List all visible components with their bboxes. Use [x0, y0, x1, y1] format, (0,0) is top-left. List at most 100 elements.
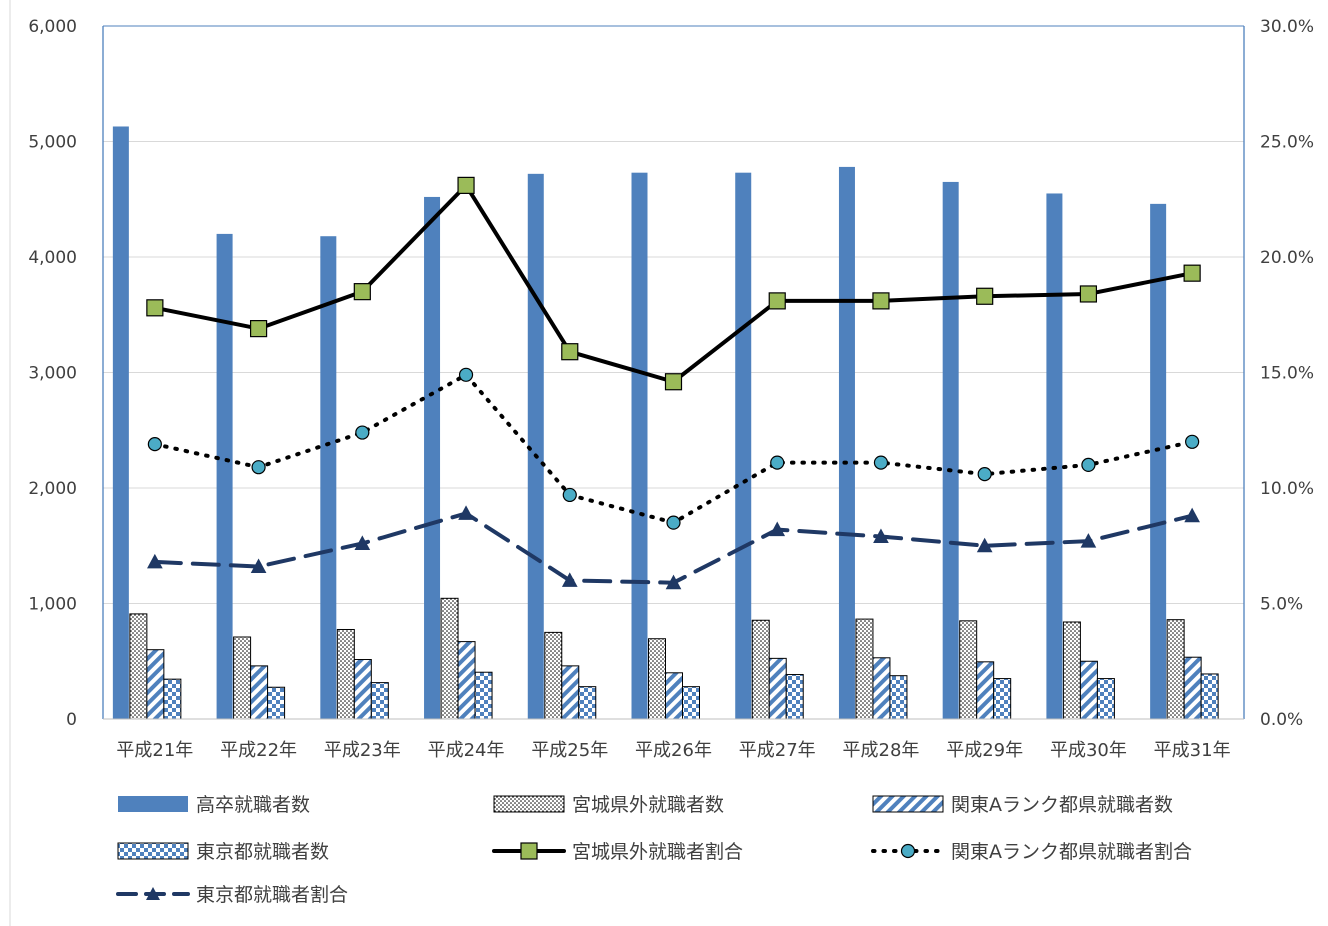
marker-triangle — [976, 537, 993, 553]
y-right-tick-label: 10.0% — [1260, 479, 1314, 499]
x-tick-label: 平成26年 — [635, 740, 712, 761]
bar-1 — [527, 173, 544, 720]
marker-circle — [977, 467, 992, 482]
legend-marker-circle — [900, 843, 916, 859]
marker-square — [1183, 264, 1201, 282]
bar-3 — [1183, 656, 1202, 720]
bars — [112, 126, 1219, 720]
y-left-tick-label: 3,000 — [28, 364, 77, 384]
bar-2 — [336, 628, 355, 720]
x-tick-label: 平成29年 — [946, 740, 1023, 761]
bar-4 — [889, 675, 908, 720]
bar-2 — [1062, 621, 1081, 720]
bar-4 — [474, 671, 493, 720]
legend-label: 関東Aランク都県就職者割合 — [951, 841, 1192, 863]
bar-3 — [872, 657, 891, 720]
x-tick-label: 平成27年 — [739, 740, 816, 761]
marker-circle — [770, 455, 785, 470]
marker-triangle — [873, 528, 889, 544]
bar-4 — [370, 682, 389, 720]
bar-3 — [353, 659, 372, 720]
marker-circle — [1185, 434, 1200, 449]
bar-2 — [648, 638, 666, 720]
marker-triangle — [354, 535, 371, 550]
marker-circle — [355, 425, 370, 440]
marker-triangle — [665, 574, 682, 590]
bar-2 — [751, 619, 770, 720]
x-tick-label: 平成30年 — [1050, 740, 1127, 761]
bar-4 — [163, 678, 182, 720]
bar-2 — [129, 613, 148, 720]
y-right-tick-label: 0.0% — [1260, 710, 1303, 730]
y-right-tick-label: 15.0% — [1260, 364, 1314, 384]
bar-1 — [216, 233, 233, 719]
lines — [146, 176, 1201, 590]
bar-4 — [1200, 673, 1219, 720]
legend-marker-square — [520, 842, 538, 860]
bar-1 — [320, 236, 337, 719]
marker-circle — [147, 437, 162, 452]
bar-4 — [267, 686, 286, 720]
bar-3 — [250, 665, 269, 720]
marker-triangle — [561, 572, 578, 587]
bar-4 — [993, 678, 1012, 720]
y-left-tick-label: 1,000 — [28, 595, 77, 615]
bar-1 — [424, 196, 441, 719]
bar-3 — [768, 657, 787, 720]
axes: 0 1,000 2,000 3,000 4,000 5,000 6,000 0.0% 5.0% 1… — [28, 17, 1314, 761]
marker-circle — [666, 515, 681, 530]
marker-circle — [458, 367, 474, 382]
bar-1 — [735, 172, 752, 719]
bar-1 — [112, 126, 129, 720]
marker-square — [457, 176, 475, 194]
marker-square — [561, 343, 579, 361]
x-tick-label: 平成21年 — [116, 740, 193, 761]
marker-square — [353, 283, 371, 301]
marker-triangle — [250, 558, 267, 574]
marker-triangle — [1184, 507, 1200, 523]
x-tick-label: 平成28年 — [843, 740, 920, 761]
legend-label: 東京都就職者割合 — [196, 884, 348, 906]
x-tick-label: 平成23年 — [324, 740, 401, 761]
bar-3 — [1079, 660, 1098, 720]
bar-1 — [942, 181, 959, 720]
line-series-2 — [152, 372, 1195, 525]
bar-2 — [959, 620, 978, 720]
legend-swatch-bar — [118, 796, 188, 812]
legend-swatch-bar — [872, 795, 944, 813]
marker-circle — [251, 460, 266, 475]
bar-3 — [457, 641, 476, 720]
marker-circle — [562, 487, 577, 503]
bar-3 — [146, 649, 165, 720]
marker-square — [768, 292, 786, 310]
legend-label: 高卒就職者数 — [196, 794, 310, 816]
x-tick-label: 平成24年 — [428, 740, 505, 761]
x-tick-label: 平成31年 — [1154, 740, 1231, 761]
bar-4 — [1096, 678, 1115, 720]
marker-triangle — [458, 505, 474, 520]
bar-3 — [976, 661, 995, 720]
marker-circle — [1081, 457, 1096, 472]
legend-label: 宮城県外就職者数 — [572, 794, 724, 816]
bar-1 — [631, 172, 648, 719]
bar-4 — [682, 686, 700, 720]
marker-square — [664, 373, 683, 391]
y-right-tick-label: 5.0% — [1260, 595, 1303, 615]
bar-2 — [1166, 619, 1185, 720]
legend-label: 宮城県外就職者割合 — [572, 841, 743, 863]
y-left-tick-label: 4,000 — [28, 248, 77, 268]
bar-3 — [561, 665, 580, 720]
y-right-tick-label: 30.0% — [1260, 17, 1314, 37]
legend-label: 東京都就職者数 — [196, 841, 329, 863]
y-left-tick-label: 2,000 — [28, 479, 77, 499]
marker-square — [872, 292, 890, 310]
legend-marker-triangle — [146, 887, 160, 900]
marker-square — [146, 299, 164, 317]
bar-3 — [665, 672, 683, 720]
marker-square — [976, 287, 994, 305]
legend-swatch-bar — [493, 795, 565, 813]
bar-1 — [1150, 203, 1167, 719]
bar-1 — [838, 166, 855, 719]
marker-square — [1079, 285, 1098, 303]
